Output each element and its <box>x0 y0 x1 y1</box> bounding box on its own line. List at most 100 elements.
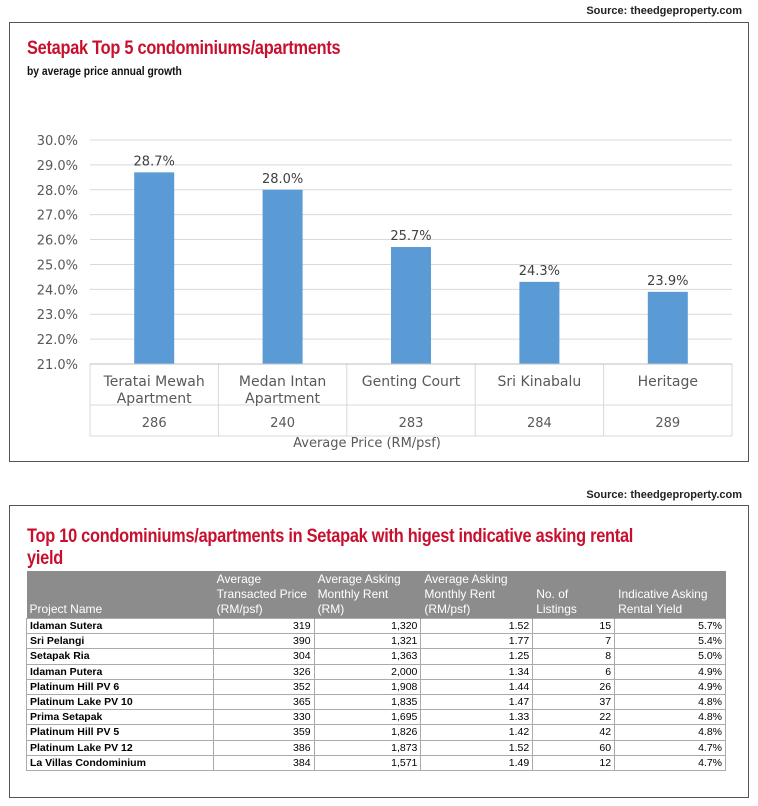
column-header: Project Name <box>26 571 214 619</box>
column-header: Average Asking Monthly Rent (RM) <box>314 571 422 619</box>
value-cell: 1.42 <box>420 724 534 741</box>
value-cell: 1,908 <box>313 678 422 695</box>
x-tick-label: Teratai Mewah <box>103 374 205 390</box>
project-name-cell: Platinum Lake PV 12 <box>26 739 214 756</box>
bar <box>647 291 688 364</box>
column-header-line: Listings <box>536 602 577 616</box>
value-cell: 359 <box>212 724 315 741</box>
value-cell: 5.7% <box>614 617 726 635</box>
column-header: Indicative Asking Rental Yield <box>614 571 726 619</box>
column-header-line: Monthly Rent <box>424 587 496 601</box>
project-name-cell: Idaman Sutera <box>26 617 214 635</box>
value-cell: 6 <box>532 663 616 680</box>
value-cell: 1,835 <box>313 693 422 711</box>
y-tick-label: 25.0% <box>37 258 78 273</box>
category-price: 284 <box>527 416 552 431</box>
table-panel: Top 10 condominiums/apartments in Setapa… <box>9 505 749 798</box>
y-tick-label: 24.0% <box>37 283 78 298</box>
table-row: Prima Setapak 330 1,695 1.33 22 4.8% <box>26 709 726 726</box>
bar <box>519 281 560 364</box>
y-tick-label: 29.0% <box>37 159 78 174</box>
category-price: 289 <box>655 416 680 431</box>
x-tick-label: Apartment <box>117 391 192 407</box>
value-cell: 4.7% <box>614 754 726 771</box>
value-cell: 4.8% <box>614 724 726 741</box>
value-cell: 1.52 <box>420 617 534 635</box>
value-cell: 1.33 <box>420 709 534 726</box>
bar <box>134 172 175 364</box>
table-row: Setapak Ria 304 1,363 1.25 8 5.0% <box>26 648 726 665</box>
value-cell: 1,320 <box>313 617 422 635</box>
value-cell: 1,363 <box>313 648 422 665</box>
column-header: No. of Listings <box>532 571 616 619</box>
value-cell: 1.52 <box>420 739 534 756</box>
table-row: Platinum Lake PV 12 386 1,873 1.52 60 4.7% <box>26 739 726 756</box>
project-name-cell: Idaman Putera <box>26 663 214 680</box>
table-row: Platinum Lake PV 10 365 1,835 1.47 37 4.8% <box>26 693 726 711</box>
data-label: 24.3% <box>519 264 560 279</box>
value-cell: 7 <box>532 633 616 650</box>
source-label-top: Source: theedgeproperty.com <box>586 5 742 17</box>
x-tick-label: Medan Intan <box>239 374 326 390</box>
x-tick-label: Sri Kinabalu <box>498 374 582 390</box>
project-name-cell: Prima Setapak <box>26 709 214 726</box>
column-header-line: Monthly Rent <box>317 587 389 601</box>
value-cell: 330 <box>212 709 315 726</box>
data-label: 25.7% <box>390 229 431 244</box>
value-cell: 22 <box>532 709 616 726</box>
data-label: 23.9% <box>647 274 688 289</box>
value-cell: 1.25 <box>420 648 534 665</box>
value-cell: 1,826 <box>313 724 422 741</box>
value-cell: 8 <box>532 648 616 665</box>
value-cell: 4.8% <box>614 709 726 726</box>
column-header-line: Average Asking <box>424 572 508 586</box>
column-header-line: Project Name <box>29 602 103 616</box>
data-label: 28.0% <box>262 172 303 187</box>
chart-title: Setapak Top 5 condominiums/apartments <box>27 38 341 59</box>
column-header-line: (RM) <box>317 602 345 616</box>
y-tick-label: 27.0% <box>37 209 78 224</box>
y-tick-label: 28.0% <box>37 184 78 199</box>
x-tick-label: Genting Court <box>362 374 461 390</box>
value-cell: 1.49 <box>420 754 534 771</box>
category-price: 240 <box>270 416 295 431</box>
column-header-line: Average <box>216 572 262 586</box>
value-cell: 37 <box>532 693 616 711</box>
column-header-line: (RM/psf) <box>216 602 263 616</box>
value-cell: 1.47 <box>420 693 534 711</box>
data-label: 28.7% <box>134 154 175 169</box>
value-cell: 304 <box>212 648 315 665</box>
table-row: Sri Pelangi 390 1,321 1.77 7 5.4% <box>26 633 726 650</box>
table-row: Platinum Hill PV 5 359 1,826 1.42 42 4.8% <box>26 724 726 741</box>
value-cell: 4.8% <box>614 693 726 711</box>
value-cell: 5.4% <box>614 633 726 650</box>
value-cell: 1,873 <box>313 739 422 756</box>
x-tick-label: Apartment <box>245 391 320 407</box>
chart-panel: Setapak Top 5 condominiums/apartments by… <box>9 22 749 462</box>
project-name-cell: Platinum Hill PV 5 <box>26 724 214 741</box>
value-cell: 1.34 <box>420 663 534 680</box>
value-cell: 1,571 <box>313 754 422 771</box>
value-cell: 4.9% <box>614 678 726 695</box>
column-header-line: Rental Yield <box>618 602 683 616</box>
value-cell: 12 <box>532 754 616 771</box>
table-header-row: Project Name Average Transacted Price (RM/p… <box>26 571 726 619</box>
column-header-line: No. of <box>536 587 569 601</box>
project-name-cell: La Villas Condominium <box>26 754 214 771</box>
value-cell: 5.0% <box>614 648 726 665</box>
bar-chart: 21.0% 22.0% 23.0% 24.0% 25.0% 26.0% 27.0% 28.0%… <box>37 134 733 451</box>
value-cell: 26 <box>532 678 616 695</box>
y-tick-label: 26.0% <box>37 234 78 249</box>
y-tick-label: 30.0% <box>37 134 78 149</box>
bar <box>262 189 303 364</box>
y-tick-label: 22.0% <box>37 333 78 348</box>
category-price: 283 <box>399 416 424 431</box>
source-label-bottom: Source: theedgeproperty.com <box>586 489 742 501</box>
value-cell: 60 <box>532 739 616 756</box>
category-price: 286 <box>142 416 167 431</box>
value-cell: 15 <box>532 617 616 635</box>
value-cell: 4.9% <box>614 663 726 680</box>
y-tick-label: 21.0% <box>37 358 78 373</box>
rental-yield-table: Project Name Average Transacted Price (RM/p… <box>26 571 726 771</box>
table-title: Top 10 condominiums/apartments in Setapa… <box>27 526 634 569</box>
